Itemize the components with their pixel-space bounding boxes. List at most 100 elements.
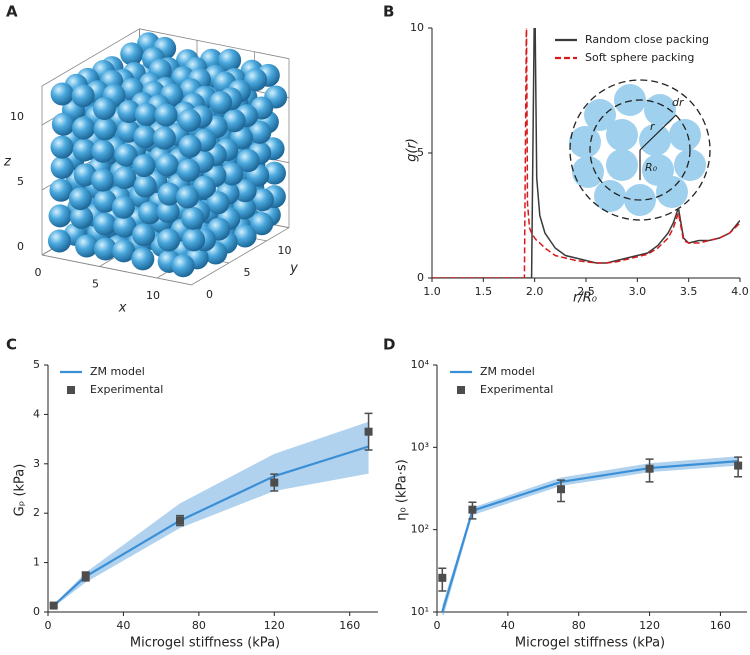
sphere <box>178 134 202 158</box>
sphere <box>133 125 157 149</box>
sphere <box>113 166 137 190</box>
sphere <box>113 214 137 238</box>
z-axis-label: z <box>3 155 12 170</box>
sphere <box>262 161 286 185</box>
x-tick-label: 120 <box>264 619 285 632</box>
y-tick-label: 0 <box>33 605 40 618</box>
sphere <box>117 99 141 123</box>
y-tick-label: 10 <box>410 21 424 34</box>
panel-a: 0 5 10 0 5 10 0 5 10 x y z <box>3 28 298 315</box>
y-axis-label: η₀ (kPa·s) <box>395 459 410 520</box>
sphere <box>73 163 97 187</box>
sphere <box>91 139 115 163</box>
sphere <box>93 237 117 261</box>
sphere <box>250 212 274 236</box>
panel-label: C <box>6 336 17 354</box>
y-tick-label: 5 <box>244 266 251 279</box>
sphere <box>71 84 95 108</box>
sphere <box>182 228 206 252</box>
y-tick-label: 3 <box>33 457 40 470</box>
sphere <box>47 229 71 253</box>
sphere <box>51 112 75 136</box>
marker <box>176 516 184 525</box>
marker <box>270 478 279 487</box>
y-tick-label: 5 <box>33 358 40 371</box>
y-axis-label: g(r) <box>405 138 420 162</box>
sphere <box>50 156 74 180</box>
sphere <box>206 191 230 215</box>
panel-label: B <box>383 3 394 21</box>
x-tick-label: 40 <box>116 619 130 632</box>
x-tick-label: 5 <box>92 278 99 291</box>
sphere <box>233 179 257 203</box>
x-axis-label: r/R₀ <box>573 291 598 306</box>
legend-label: Soft sphere packing <box>585 51 694 64</box>
legend-label: Random close packing <box>585 33 709 46</box>
y-tick-label: 5 <box>417 146 424 159</box>
sphere <box>156 200 180 224</box>
sphere <box>171 254 195 278</box>
x-tick-label: 1.5 <box>475 285 493 298</box>
x-tick-label: 1.0 <box>423 285 441 298</box>
z-tick-label: 10 <box>10 110 24 123</box>
confidence-band <box>442 456 739 615</box>
marker <box>468 505 477 514</box>
series-line <box>441 460 739 613</box>
sphere <box>133 174 157 198</box>
y-tick-label: 4 <box>33 407 40 420</box>
legend-label: Experimental <box>90 383 163 396</box>
sphere <box>49 178 73 202</box>
axis-line <box>139 28 290 60</box>
sphere <box>75 234 99 258</box>
sphere <box>93 189 117 213</box>
x-tick-label: 2.5 <box>577 285 595 298</box>
sphere <box>177 108 201 132</box>
x-tick-label: 0 <box>35 266 42 279</box>
axis-line <box>191 227 290 286</box>
y-tick-label: 0 <box>206 288 213 301</box>
sphere <box>131 247 155 271</box>
legend-marker <box>67 386 75 394</box>
marker <box>557 485 565 494</box>
marker <box>364 427 373 436</box>
sphere <box>92 96 116 120</box>
sphere <box>250 188 274 212</box>
y-tick-label: 2 <box>33 506 40 519</box>
sphere <box>93 117 117 141</box>
sphere <box>155 153 179 177</box>
y-tick-label: 10³ <box>411 440 429 453</box>
panel-c: 0 40 80 120 160 0 1 2 3 4 5 Microgel stiffness (kPa… <box>13 358 378 651</box>
marker <box>734 461 743 470</box>
y-axis-label: y <box>289 261 298 276</box>
sphere <box>93 212 117 236</box>
sphere <box>236 149 260 173</box>
sphere <box>218 48 242 72</box>
sphere <box>181 206 205 230</box>
grid-line <box>41 254 192 286</box>
sphere <box>48 204 72 228</box>
plot-area <box>438 456 743 615</box>
sphere <box>157 182 181 206</box>
legend-label: ZM model <box>90 365 145 378</box>
sphere <box>154 103 178 127</box>
plot-area <box>49 412 373 610</box>
sphere <box>132 154 156 178</box>
y-tick-label: 10¹ <box>411 605 429 618</box>
sphere <box>248 120 272 144</box>
legend-marker <box>457 386 465 394</box>
plot-area <box>432 28 740 278</box>
x-tick-label: 40 <box>501 619 515 632</box>
x-tick-label: 2.0 <box>526 285 544 298</box>
sphere <box>138 201 162 225</box>
sphere <box>209 90 233 114</box>
marker <box>438 573 447 582</box>
panel-label: A <box>6 3 18 21</box>
x-tick-label: 80 <box>572 619 586 632</box>
sphere <box>152 126 176 150</box>
axis-line <box>41 28 140 87</box>
sphere <box>70 205 94 229</box>
marker <box>81 572 90 581</box>
annotation: dr <box>672 96 685 109</box>
sphere <box>111 195 135 219</box>
legend-label: ZM model <box>480 365 535 378</box>
